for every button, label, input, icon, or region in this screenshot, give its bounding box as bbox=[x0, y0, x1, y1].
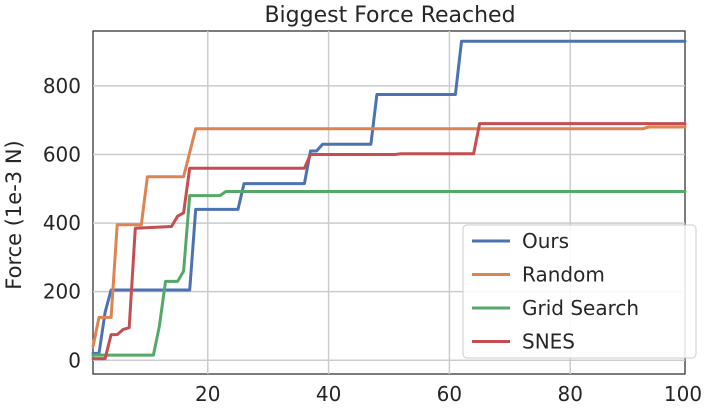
y-tick-labels: 0 200 400 600 800 bbox=[43, 74, 81, 372]
x-tick-label: 100 bbox=[664, 382, 702, 406]
y-tick-label: 400 bbox=[43, 211, 81, 235]
legend-box bbox=[462, 224, 697, 359]
x-tick-labels: 20 40 60 80 100 bbox=[195, 382, 702, 406]
series-line-ours bbox=[91, 39, 687, 355]
y-tick-label: 0 bbox=[68, 348, 81, 372]
x-tick-label: 40 bbox=[316, 382, 341, 406]
series-lines bbox=[91, 39, 687, 361]
y-tick-label: 600 bbox=[43, 142, 81, 166]
y-axis-label: Force (1e-3 N) bbox=[2, 140, 26, 289]
legend: Ours Random Grid Search SNES bbox=[462, 224, 697, 359]
chart-title: Biggest Force Reached bbox=[264, 3, 515, 28]
y-tick-label: 200 bbox=[43, 280, 81, 304]
legend-label: Random bbox=[522, 263, 605, 287]
legend-label: Ours bbox=[522, 229, 569, 253]
legend-label: Grid Search bbox=[522, 296, 639, 320]
series-line-snes bbox=[91, 122, 687, 361]
series-line-random bbox=[91, 125, 687, 349]
legend-label: SNES bbox=[522, 330, 575, 354]
x-tick-label: 80 bbox=[557, 382, 582, 406]
x-tick-label: 20 bbox=[195, 382, 220, 406]
x-tick-label: 60 bbox=[437, 382, 462, 406]
y-tick-label: 800 bbox=[43, 74, 81, 98]
series-line-grid-search bbox=[91, 190, 687, 357]
